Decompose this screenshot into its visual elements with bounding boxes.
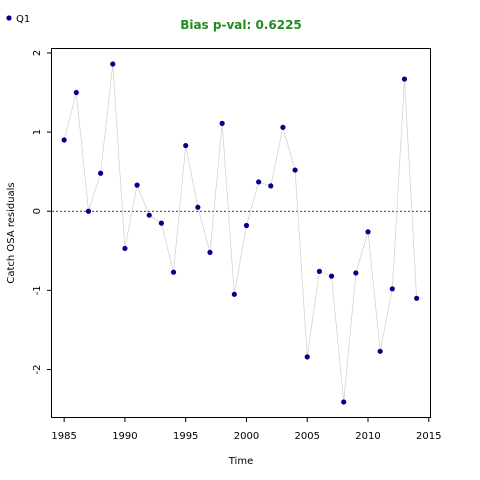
data-point — [122, 245, 128, 252]
data-point — [85, 208, 92, 214]
x-axis-title: Time — [228, 456, 253, 467]
data-point — [280, 124, 286, 130]
data-point — [256, 179, 262, 185]
data-point — [365, 229, 371, 235]
data-point — [341, 399, 347, 405]
x-tick-label: 1990 — [112, 431, 137, 442]
y-tick-label: -1 — [32, 285, 43, 295]
x-tick-label: 2010 — [355, 431, 380, 442]
chart-title: Bias p-val: 0.6225 — [180, 18, 302, 32]
data-point — [243, 222, 250, 229]
legend-label-q1: Q1 — [16, 14, 30, 25]
data-point — [328, 273, 335, 279]
legend: Q1 — [6, 14, 30, 25]
data-point — [158, 220, 164, 226]
data-point — [73, 89, 79, 96]
x-tick-label: 1985 — [51, 431, 76, 442]
data-point — [183, 142, 189, 149]
series-connector-line — [63, 63, 417, 403]
y-tick-label: -2 — [32, 365, 43, 375]
y-axis: -2 -1 0 1 2 — [32, 50, 52, 375]
data-point — [389, 286, 395, 292]
x-tick-label: 2015 — [416, 431, 441, 442]
data-point — [207, 249, 213, 255]
data-point — [304, 354, 310, 360]
plot-frame — [51, 48, 431, 418]
data-point — [110, 61, 116, 67]
x-axis: 1985 1990 1995 2000 2005 2010 2015 — [51, 417, 442, 442]
y-tick-label: 1 — [32, 129, 43, 135]
data-point — [134, 182, 140, 188]
data-point — [231, 291, 237, 297]
y-tick-label: 2 — [32, 50, 43, 56]
data-point — [98, 170, 104, 176]
x-tick-label: 2000 — [234, 431, 259, 442]
data-point — [146, 212, 152, 218]
data-point — [353, 270, 359, 276]
y-axis-title: Catch OSA residuals — [6, 182, 17, 283]
y-tick-label: 0 — [32, 208, 43, 214]
data-point — [316, 268, 322, 274]
data-point — [61, 137, 67, 143]
data-point — [414, 295, 420, 301]
data-point — [268, 183, 274, 189]
legend-marker-q1 — [6, 15, 12, 21]
data-point — [170, 269, 177, 275]
x-tick-label: 2005 — [295, 431, 320, 442]
data-point — [401, 76, 408, 82]
series-line-q1 — [63, 63, 417, 403]
data-point — [377, 348, 383, 354]
data-point — [219, 120, 225, 126]
series-points-q1 — [61, 61, 420, 405]
data-point — [195, 204, 201, 210]
data-point — [292, 167, 298, 173]
x-tick-label: 1995 — [173, 431, 198, 442]
